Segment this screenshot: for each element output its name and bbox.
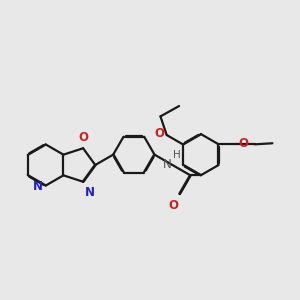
Text: N: N [32, 180, 42, 193]
Text: O: O [78, 131, 88, 144]
Text: N: N [85, 186, 95, 199]
Text: O: O [154, 128, 165, 140]
Text: O: O [238, 137, 248, 150]
Text: N: N [163, 158, 171, 172]
Text: H: H [173, 150, 181, 160]
Text: O: O [169, 199, 178, 212]
